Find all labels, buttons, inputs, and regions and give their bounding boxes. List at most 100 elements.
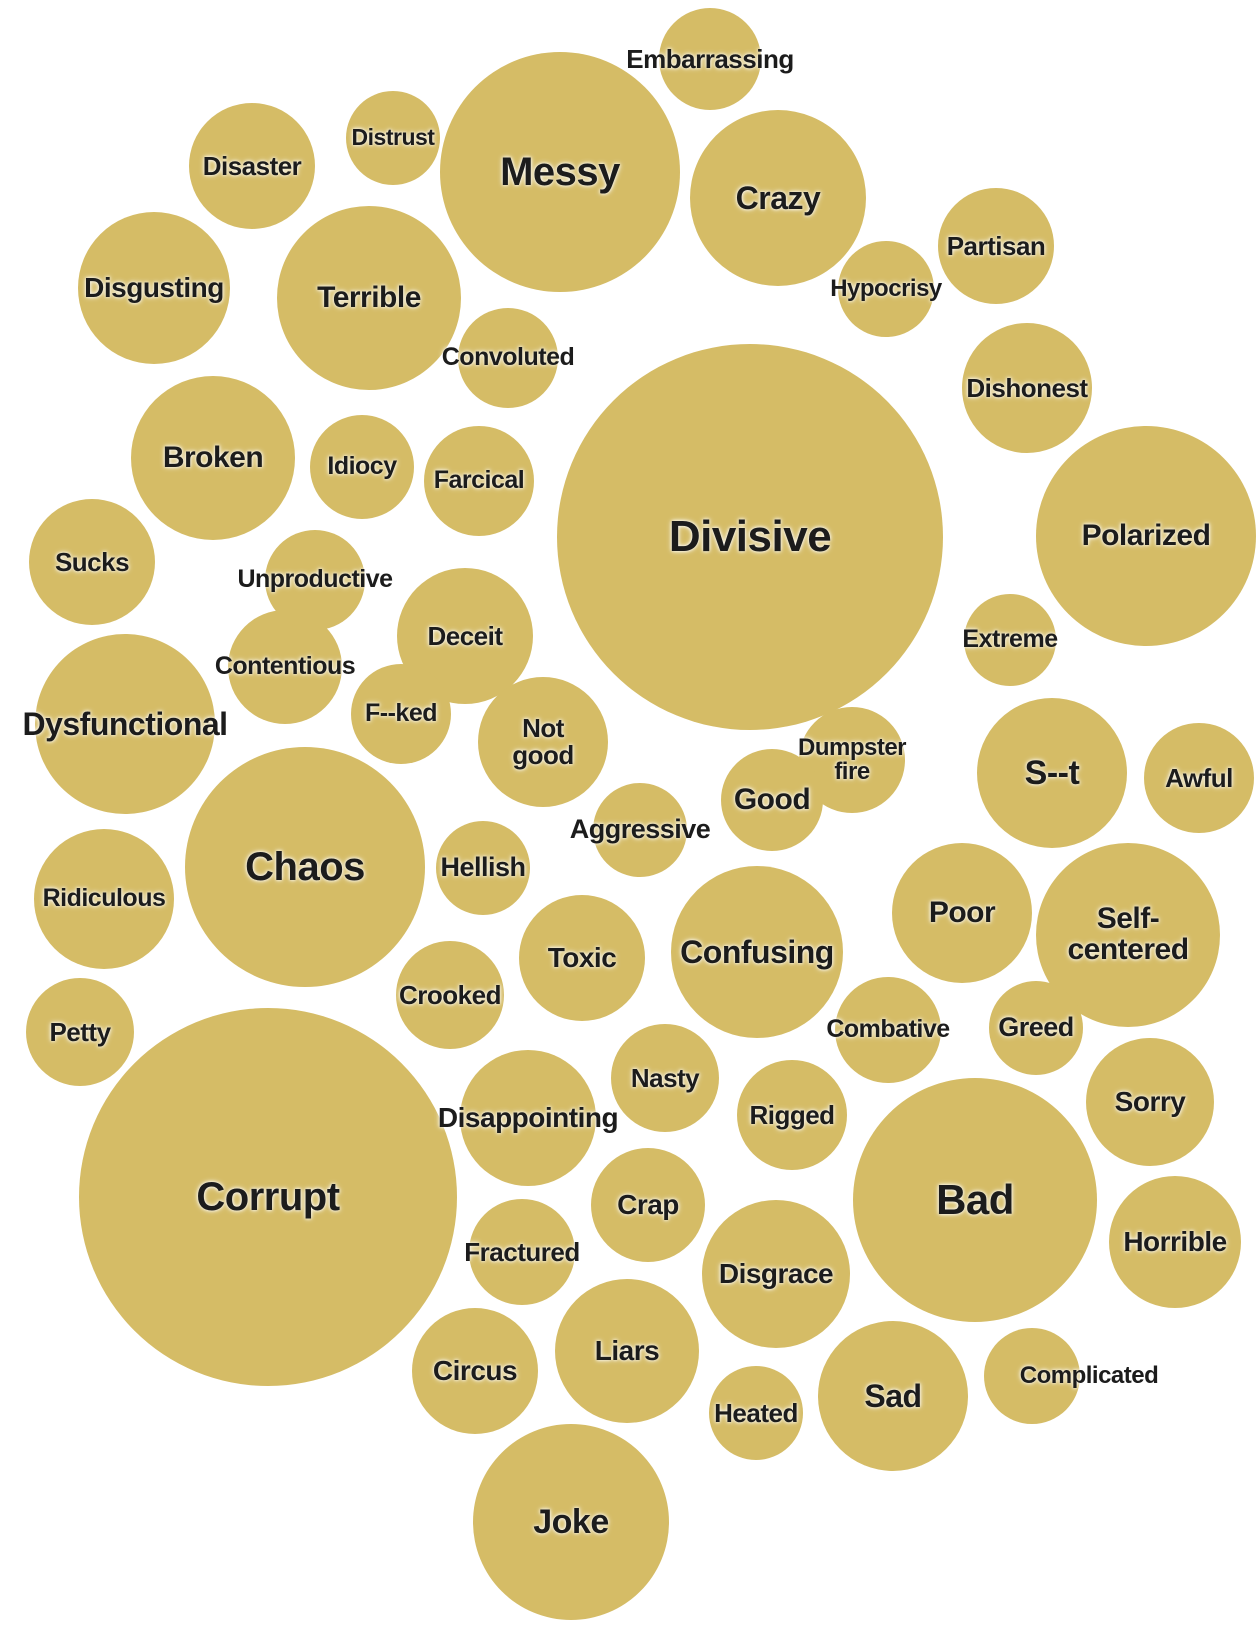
bubble-label: Not good [512, 713, 574, 770]
bubble-label: Self- centered [1067, 902, 1189, 966]
bubble: Ridiculous [34, 829, 174, 969]
bubble: Crap [591, 1148, 705, 1262]
bubble: Horrible [1109, 1176, 1241, 1308]
bubble-label: Disgusting [84, 271, 224, 303]
bubble-label: Dysfunctional [22, 705, 228, 742]
bubble: Fractured [464, 1199, 580, 1305]
bubble-label: Corrupt [196, 1174, 340, 1219]
bubble: Dishonest [962, 323, 1092, 453]
bubble: Sad [818, 1321, 968, 1471]
bubble-label: Sucks [54, 546, 130, 577]
bubble-label: F--ked [365, 699, 438, 728]
bubble-label: Fractured [464, 1236, 580, 1267]
bubble-label: Contentious [214, 652, 356, 681]
bubble: S--t [977, 698, 1127, 848]
bubble: Confusing [671, 866, 843, 1038]
bubble: Nasty [611, 1024, 719, 1132]
bubble: Rigged [737, 1060, 847, 1170]
bubble-label: Distrust [351, 124, 435, 151]
bubble: Sucks [29, 499, 155, 625]
bubble-label: Sorry [1114, 1085, 1186, 1117]
bubble-label: Combative [826, 1015, 950, 1044]
bubble: Corrupt [79, 1008, 457, 1386]
bubble: Disgusting [78, 212, 230, 364]
bubble-label: Horrible [1123, 1225, 1227, 1257]
bubble: Joke [473, 1424, 669, 1620]
bubble: Polarized [1036, 426, 1256, 646]
bubble-label: Circus [432, 1354, 518, 1386]
bubble-label: Deceit [427, 620, 503, 651]
bubble-label: Disaster [202, 150, 302, 181]
bubble: Distrust [346, 91, 440, 185]
bubble: F--ked [351, 664, 451, 764]
bubble-label: Terrible [317, 280, 421, 314]
bubble: Toxic [519, 895, 645, 1021]
bubble: Liars [555, 1279, 699, 1423]
bubble-label: Good [733, 782, 811, 816]
bubble-label: Aggressive [569, 814, 711, 845]
bubble: Circus [412, 1308, 538, 1434]
bubble-label: Disgrace [718, 1257, 834, 1289]
bubble-label: Petty [49, 1016, 111, 1047]
bubble-label: Idiocy [327, 452, 397, 481]
bubble: Crooked [396, 941, 504, 1049]
bubble-label: Sad [864, 1377, 922, 1414]
bubble-label: Disappointing [437, 1101, 619, 1133]
bubble: Terrible [277, 206, 461, 390]
bubble-label: Divisive [668, 511, 832, 561]
bubble: Farcical [424, 426, 534, 536]
bubble-label: Convoluted [441, 343, 575, 372]
bubble-label: Joke [533, 1502, 609, 1541]
bubble: Greed [989, 981, 1083, 1075]
bubble-label: Rigged [749, 1099, 835, 1130]
bubble: Disgrace [702, 1200, 850, 1348]
bubble: Chaos [185, 747, 425, 987]
bubble: Not good [478, 677, 608, 807]
bubble-label: Poor [928, 895, 996, 929]
bubble: Combative [826, 977, 950, 1083]
bubble-label: Farcical [433, 466, 525, 495]
bubble: Dysfunctional [22, 634, 228, 814]
bubble-label: Confusing [680, 933, 834, 970]
bubble-label: Dishonest [966, 372, 1088, 403]
bubble-label: Crooked [399, 979, 501, 1010]
bubble-label: Extreme [962, 625, 1058, 654]
bubble-label: Nasty [630, 1062, 700, 1093]
bubble-label: Hellish [440, 852, 526, 883]
bubble-label: Toxic [547, 941, 617, 973]
bubble: Crazy [690, 110, 866, 286]
bubble-label: Hypocrisy [830, 274, 942, 302]
bubble-label: Bad [936, 1175, 1014, 1223]
bubble: Broken [131, 376, 295, 540]
bubble-label: Greed [998, 1012, 1074, 1043]
bubble-label: Crazy [735, 179, 821, 216]
bubble: Messy [440, 52, 680, 292]
bubble-label: S--t [1024, 753, 1080, 792]
bubble: Awful [1144, 723, 1254, 833]
bubble: Embarrassing [626, 8, 794, 110]
bubble-label: Unproductive [237, 565, 393, 594]
bubble: Disappointing [438, 1050, 619, 1186]
bubble-label: Liars [594, 1334, 660, 1366]
bubble-label: Heated [714, 1397, 798, 1428]
bubble: Bad [853, 1078, 1097, 1322]
bubble: Sorry [1086, 1038, 1214, 1166]
bubble: Hypocrisy [830, 241, 942, 337]
bubble-label: Complicated [1019, 1361, 1159, 1389]
bubble: Idiocy [310, 415, 414, 519]
bubble-label: Partisan [946, 230, 1046, 261]
bubble: Good [721, 749, 823, 851]
bubble: Aggressive [570, 783, 711, 877]
bubble: Extreme [962, 594, 1058, 686]
bubble: Unproductive [237, 530, 393, 630]
bubble-label: Chaos [245, 844, 365, 889]
bubble: Hellish [436, 821, 530, 915]
bubble: Poor [892, 843, 1032, 983]
bubble: Petty [26, 978, 134, 1086]
bubble: Convoluted [442, 308, 575, 408]
bubble: Heated [709, 1366, 803, 1460]
bubble: Divisive [557, 344, 943, 730]
bubble-label: Awful [1165, 762, 1233, 793]
bubble-label: Crap [617, 1188, 679, 1220]
